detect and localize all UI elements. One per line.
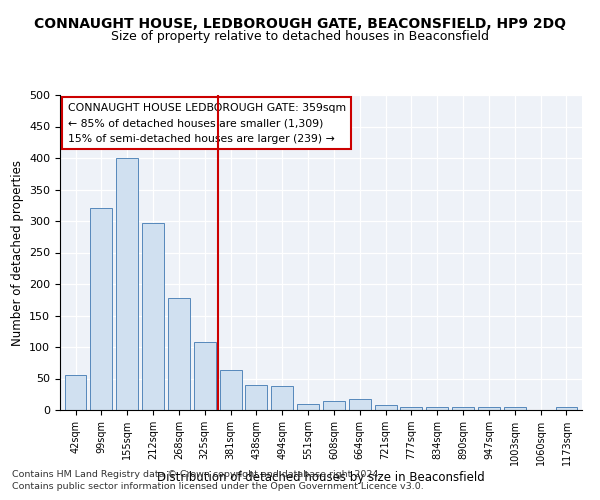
- Bar: [91, 208, 112, 410]
- Text: Contains public sector information licensed under the Open Government Licence v3: Contains public sector information licen…: [12, 482, 424, 491]
- Text: Contains HM Land Registry data © Crown copyright and database right 2024.: Contains HM Land Registry data © Crown c…: [12, 470, 382, 479]
- Text: CONNAUGHT HOUSE, LEDBOROUGH GATE, BEACONSFIELD, HP9 2DQ: CONNAUGHT HOUSE, LEDBOROUGH GATE, BEACON…: [34, 18, 566, 32]
- Bar: [65, 376, 86, 410]
- Bar: [452, 407, 474, 410]
- Y-axis label: Number of detached properties: Number of detached properties: [11, 160, 23, 346]
- Text: CONNAUGHT HOUSE LEDBOROUGH GATE: 359sqm
← 85% of detached houses are smaller (1,: CONNAUGHT HOUSE LEDBOROUGH GATE: 359sqm …: [68, 103, 346, 144]
- Bar: [427, 407, 448, 410]
- Bar: [245, 385, 268, 410]
- Bar: [504, 407, 526, 410]
- Bar: [400, 407, 422, 410]
- Bar: [349, 400, 371, 410]
- Bar: [271, 386, 293, 410]
- Bar: [374, 405, 397, 410]
- Bar: [142, 223, 164, 410]
- Bar: [194, 342, 215, 410]
- X-axis label: Distribution of detached houses by size in Beaconsfield: Distribution of detached houses by size …: [157, 470, 485, 484]
- Bar: [323, 401, 345, 410]
- Bar: [556, 407, 577, 410]
- Text: Size of property relative to detached houses in Beaconsfield: Size of property relative to detached ho…: [111, 30, 489, 43]
- Bar: [168, 298, 190, 410]
- Bar: [297, 404, 319, 410]
- Bar: [220, 370, 242, 410]
- Bar: [478, 407, 500, 410]
- Bar: [116, 158, 138, 410]
